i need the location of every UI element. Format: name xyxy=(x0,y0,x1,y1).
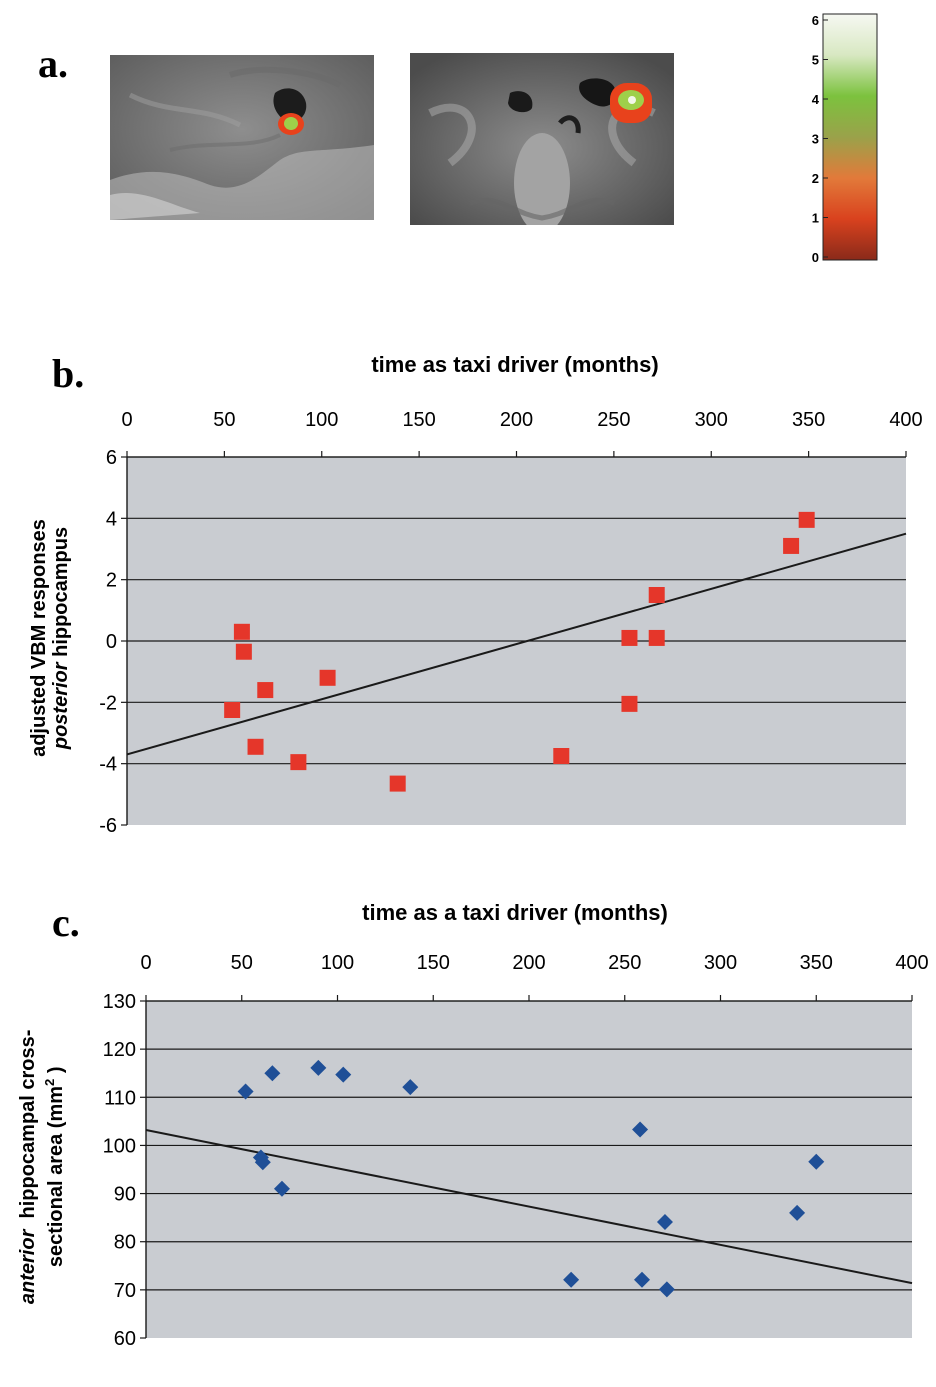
chart-c-xtick-label: 250 xyxy=(608,952,641,974)
chart-b-xtick-label: 0 xyxy=(121,409,132,431)
coronal-activation-peak xyxy=(628,96,636,104)
chart-c-point xyxy=(237,1083,254,1100)
colorbar-tick-label: 4 xyxy=(812,92,820,107)
chart-c-title: time as a taxi driver (months) xyxy=(362,900,668,925)
chart-b-ytick-label: 6 xyxy=(106,447,117,469)
chart-c-point xyxy=(633,1271,650,1288)
chart-b-point xyxy=(235,643,252,660)
colorbar-tick-label: 3 xyxy=(812,132,819,147)
chart-c-point xyxy=(658,1281,675,1298)
colorbar-tick-label: 0 xyxy=(812,250,819,265)
chart-c-xtick-label: 150 xyxy=(417,952,450,974)
chart-b-point xyxy=(621,695,638,712)
chart-c-xtick-label: 0 xyxy=(140,952,151,974)
panel-b-label: b. xyxy=(52,351,85,396)
chart-b-xtick-label: 100 xyxy=(305,409,338,431)
chart-c-xtick-label: 50 xyxy=(231,952,253,974)
chart-b-point xyxy=(257,682,274,699)
chart-c-ytick-label: 130 xyxy=(103,991,136,1013)
chart-b-point xyxy=(553,748,570,764)
chart-c-point xyxy=(310,1059,327,1076)
chart-c-ytick-label: 70 xyxy=(114,1280,136,1302)
chart-c-ytick-label: 60 xyxy=(114,1328,136,1350)
chart-c-point xyxy=(563,1271,580,1288)
chart-b-point xyxy=(247,738,264,755)
chart-b-xtick-label: 300 xyxy=(695,409,728,431)
chart-c-point xyxy=(273,1180,290,1197)
chart-c-xtick-label: 350 xyxy=(800,952,833,974)
colorbar-tick-label: 2 xyxy=(812,171,819,186)
chart-c-point xyxy=(632,1121,649,1138)
chart-b-xtick-label: 50 xyxy=(213,409,235,431)
chart-c-point xyxy=(264,1065,281,1082)
colorbar-tick-label: 5 xyxy=(812,53,819,68)
chart-b-point xyxy=(798,511,815,528)
chart-c-point xyxy=(808,1153,825,1170)
chart-c-point xyxy=(335,1066,352,1083)
chart-b-point xyxy=(290,754,307,771)
chart-c-ytick-label: 90 xyxy=(114,1184,136,1206)
chart-c-xtick-label: 200 xyxy=(512,952,545,974)
sagittal-activation-core xyxy=(284,117,298,130)
colorbar-fill xyxy=(822,13,878,261)
colorbar-tick-label: 1 xyxy=(812,211,819,226)
colorbar-tick-label: 6 xyxy=(812,13,819,28)
chart-c-ytick-label: 100 xyxy=(103,1135,136,1157)
chart-b-xtick-label: 350 xyxy=(792,409,825,431)
chart-c-xtick-label: 400 xyxy=(895,952,928,974)
chart-b-point xyxy=(783,537,800,554)
chart-b-xtick-label: 200 xyxy=(500,409,533,431)
chart-b-ytick-label: -6 xyxy=(99,815,117,837)
chart-b-point xyxy=(233,623,250,640)
chart-c-plot-area xyxy=(146,1001,912,1338)
chart-c-point xyxy=(789,1204,806,1221)
chart-c-point xyxy=(656,1213,673,1230)
chart-b-xtick-label: 250 xyxy=(597,409,630,431)
chart-b-ytick-label: 4 xyxy=(106,508,117,530)
chart-c-ytick-label: 120 xyxy=(103,1039,136,1061)
chart-b-ytick-label: -4 xyxy=(99,754,117,776)
chart-c-xtick-label: 300 xyxy=(704,952,737,974)
sagittal-mri-image xyxy=(110,55,374,220)
chart-b-point xyxy=(648,629,665,646)
chart-b-point xyxy=(224,702,241,718)
chart-c-trendline xyxy=(145,1129,913,1285)
panel-c-label: c. xyxy=(52,900,80,945)
panel-a-label: a. xyxy=(38,41,68,86)
chart-c-point xyxy=(402,1079,419,1096)
chart-b-point xyxy=(621,629,638,646)
chart-b-xtick-label: 400 xyxy=(889,409,922,431)
coronal-mri-image xyxy=(410,53,674,225)
chart-c-ytick-label: 80 xyxy=(114,1232,136,1254)
chart-c-ytick-label: 110 xyxy=(104,1087,136,1109)
chart-b-trendline xyxy=(126,532,907,756)
colorbar: 0 1 2 3 4 5 6 xyxy=(812,13,878,265)
chart-b-ytick-label: -2 xyxy=(99,692,117,714)
chart-b-ytick-label: 2 xyxy=(106,570,117,592)
chart-b-title: time as taxi driver (months) xyxy=(371,352,659,377)
chart-c-xtick-label: 100 xyxy=(321,952,354,974)
chart-b-point xyxy=(648,587,665,603)
chart-b-ytick-label: 0 xyxy=(106,631,117,653)
chart-b-xtick-label: 150 xyxy=(402,409,435,431)
chart-b-point xyxy=(319,669,336,686)
chart-c-point xyxy=(254,1154,271,1171)
chart-b-point xyxy=(389,775,406,792)
